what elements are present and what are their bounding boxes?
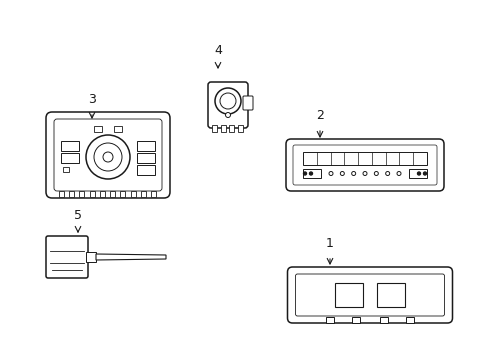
Polygon shape bbox=[96, 254, 166, 260]
Bar bbox=[380, 317, 388, 323]
Circle shape bbox=[103, 152, 113, 162]
Text: 4: 4 bbox=[214, 44, 222, 57]
Text: 1: 1 bbox=[326, 237, 334, 250]
FancyBboxPatch shape bbox=[46, 236, 88, 278]
Circle shape bbox=[94, 143, 122, 171]
Bar bbox=[335, 283, 363, 307]
Bar bbox=[61, 153, 79, 163]
Bar bbox=[130, 191, 136, 197]
Bar bbox=[79, 191, 84, 197]
Bar bbox=[151, 191, 156, 197]
Bar bbox=[137, 165, 155, 175]
FancyBboxPatch shape bbox=[288, 267, 452, 323]
Bar bbox=[238, 125, 243, 132]
Bar bbox=[377, 283, 405, 307]
Bar bbox=[212, 125, 217, 132]
Circle shape bbox=[310, 172, 313, 175]
Bar bbox=[352, 317, 360, 323]
Bar bbox=[59, 191, 64, 197]
Bar bbox=[121, 191, 125, 197]
Circle shape bbox=[215, 88, 241, 114]
Bar bbox=[63, 167, 69, 172]
Bar bbox=[100, 191, 105, 197]
Bar bbox=[94, 126, 102, 132]
Circle shape bbox=[397, 171, 401, 175]
FancyBboxPatch shape bbox=[243, 96, 253, 110]
Circle shape bbox=[363, 171, 367, 175]
Bar bbox=[69, 191, 74, 197]
Circle shape bbox=[417, 172, 420, 175]
Bar bbox=[90, 191, 95, 197]
Text: 3: 3 bbox=[88, 93, 96, 106]
Bar bbox=[303, 169, 321, 178]
Bar bbox=[114, 126, 122, 132]
Bar bbox=[326, 317, 334, 323]
Circle shape bbox=[329, 171, 333, 175]
Bar bbox=[137, 141, 155, 151]
Circle shape bbox=[374, 171, 378, 175]
Bar bbox=[141, 191, 146, 197]
Bar bbox=[303, 152, 427, 165]
Circle shape bbox=[341, 171, 344, 175]
FancyBboxPatch shape bbox=[208, 82, 248, 128]
Text: 2: 2 bbox=[316, 109, 324, 122]
FancyBboxPatch shape bbox=[295, 274, 444, 316]
FancyBboxPatch shape bbox=[293, 145, 437, 185]
FancyBboxPatch shape bbox=[54, 119, 162, 191]
Bar bbox=[406, 317, 414, 323]
Bar bbox=[110, 191, 115, 197]
Bar bbox=[61, 141, 79, 151]
Circle shape bbox=[303, 172, 307, 175]
Bar bbox=[229, 125, 234, 132]
Text: 5: 5 bbox=[74, 209, 82, 222]
Circle shape bbox=[386, 171, 390, 175]
Bar bbox=[220, 125, 226, 132]
Bar bbox=[409, 169, 427, 178]
Circle shape bbox=[352, 171, 356, 175]
Circle shape bbox=[220, 93, 236, 109]
Bar bbox=[86, 252, 96, 262]
Circle shape bbox=[423, 172, 426, 175]
Circle shape bbox=[225, 112, 230, 117]
FancyBboxPatch shape bbox=[286, 139, 444, 191]
Bar bbox=[137, 153, 155, 163]
FancyBboxPatch shape bbox=[46, 112, 170, 198]
Circle shape bbox=[86, 135, 130, 179]
